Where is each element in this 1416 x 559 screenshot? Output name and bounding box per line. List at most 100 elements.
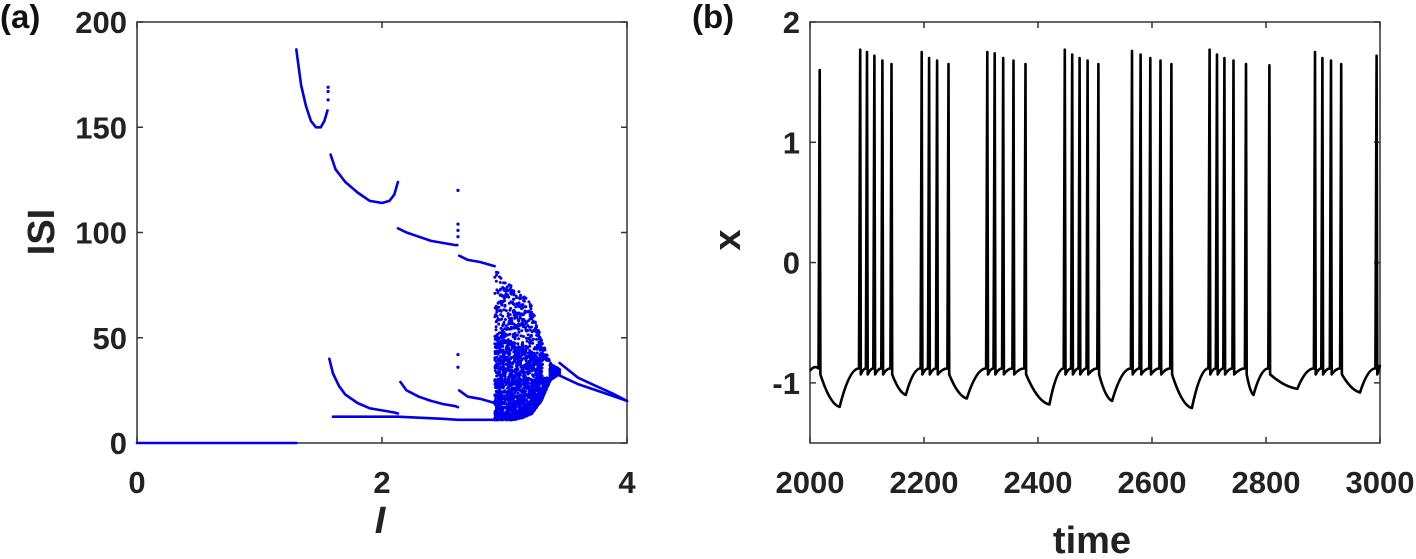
chaotic-point: [516, 415, 519, 418]
chaotic-point: [507, 380, 511, 384]
chaotic-point: [498, 398, 502, 402]
panel-a-x-ticks: 0 2 4: [128, 22, 636, 500]
chaotic-point: [549, 370, 553, 374]
chaotic-point: [510, 417, 514, 421]
chaotic-point: [505, 393, 509, 396]
chaotic-point: [537, 343, 541, 347]
chaotic-point: [513, 336, 517, 340]
chaotic-point: [502, 335, 506, 339]
chaotic-point: [524, 310, 528, 314]
chaotic-point: [529, 393, 533, 397]
chaotic-point: [498, 275, 501, 279]
chaotic-point: [510, 380, 514, 384]
chaotic-point: [537, 340, 541, 344]
chaotic-point: [497, 401, 501, 405]
chaotic-point: [507, 375, 511, 379]
x-tick-label: 2200: [890, 465, 959, 500]
chaotic-point: [502, 370, 505, 374]
chaotic-point: [506, 338, 510, 342]
chaotic-point: [519, 334, 523, 338]
chaotic-point: [539, 355, 543, 359]
chaotic-point: [518, 373, 522, 377]
chaotic-point: [526, 333, 530, 337]
chaotic-point: [503, 405, 507, 409]
chaotic-point: [504, 292, 508, 296]
chaotic-point: [500, 373, 504, 377]
chaotic-point: [544, 388, 548, 391]
chaotic-point: [510, 383, 514, 387]
chaotic-point: [508, 313, 512, 317]
chaotic-point: [512, 326, 516, 329]
chaotic-point: [535, 379, 538, 383]
x-tick-label: 2: [373, 465, 390, 500]
chaotic-point: [500, 302, 503, 306]
chaotic-point: [514, 389, 518, 393]
isi-branch-3: [396, 227, 459, 247]
chaotic-point: [538, 335, 542, 339]
chaotic-point: [531, 374, 535, 378]
chaotic-point: [498, 281, 502, 284]
panel-a-y-axis-label: ISI: [21, 209, 63, 255]
chaotic-point: [507, 295, 511, 299]
chaotic-point: [531, 315, 534, 319]
chaotic-point: [499, 418, 503, 422]
chaotic-point: [527, 401, 531, 405]
chaotic-point: [520, 414, 524, 418]
chaotic-point: [529, 357, 532, 361]
chaotic-point: [525, 414, 529, 418]
chaotic-point: [522, 351, 526, 354]
chaotic-point: [528, 344, 532, 348]
chaotic-point: [493, 291, 497, 295]
chaotic-point: [521, 408, 525, 412]
isi-branch-10: [558, 361, 629, 403]
chaotic-point: [507, 410, 511, 414]
chaotic-point: [527, 377, 530, 381]
chaotic-point: [519, 396, 523, 400]
isi-point: [456, 235, 460, 239]
chaotic-point: [539, 352, 543, 356]
chaotic-point: [513, 331, 517, 335]
chaotic-point: [519, 312, 523, 316]
chaotic-point: [514, 405, 518, 409]
chaotic-point: [506, 386, 510, 390]
chaotic-point: [535, 325, 539, 329]
chaotic-point: [525, 363, 528, 367]
chaotic-point: [508, 361, 512, 365]
chaotic-point: [499, 366, 503, 370]
isi-branch-2: [329, 153, 400, 205]
chaotic-point: [509, 285, 513, 289]
chaotic-point: [534, 330, 538, 334]
chaotic-point: [546, 383, 550, 387]
panel-b-data: [808, 48, 1382, 410]
chaotic-point: [506, 289, 509, 293]
chaotic-point: [536, 363, 540, 367]
chaotic-point: [507, 283, 511, 287]
chaotic-point: [523, 389, 527, 393]
chaotic-point: [512, 377, 515, 380]
chaotic-point: [511, 310, 515, 314]
chaotic-point: [502, 352, 506, 356]
isi-branch-1: [295, 48, 329, 129]
chaotic-point: [498, 351, 502, 355]
chaotic-point: [558, 368, 562, 372]
x-tick-label: 2000: [776, 465, 845, 500]
panel-a-y-ticks: 0 50 100 150 200: [75, 5, 627, 461]
chaotic-point: [534, 392, 538, 396]
chaotic-point: [524, 325, 528, 329]
chaotic-point: [498, 374, 502, 377]
chaotic-point: [536, 374, 540, 378]
chaotic-point: [520, 353, 524, 357]
chaotic-point: [508, 388, 512, 392]
chaotic-point: [499, 355, 503, 358]
chaotic-point: [534, 347, 538, 351]
chaotic-point: [504, 332, 508, 336]
y-tick-label: 2: [783, 5, 800, 40]
chaotic-point: [506, 347, 510, 351]
chaotic-point: [495, 319, 499, 323]
isi-point: [456, 352, 460, 357]
panel-a-label: (a): [0, 0, 40, 35]
chaotic-point: [500, 339, 504, 343]
chaotic-point: [501, 314, 505, 318]
chaotic-point: [504, 379, 508, 383]
chaotic-point: [517, 376, 521, 380]
